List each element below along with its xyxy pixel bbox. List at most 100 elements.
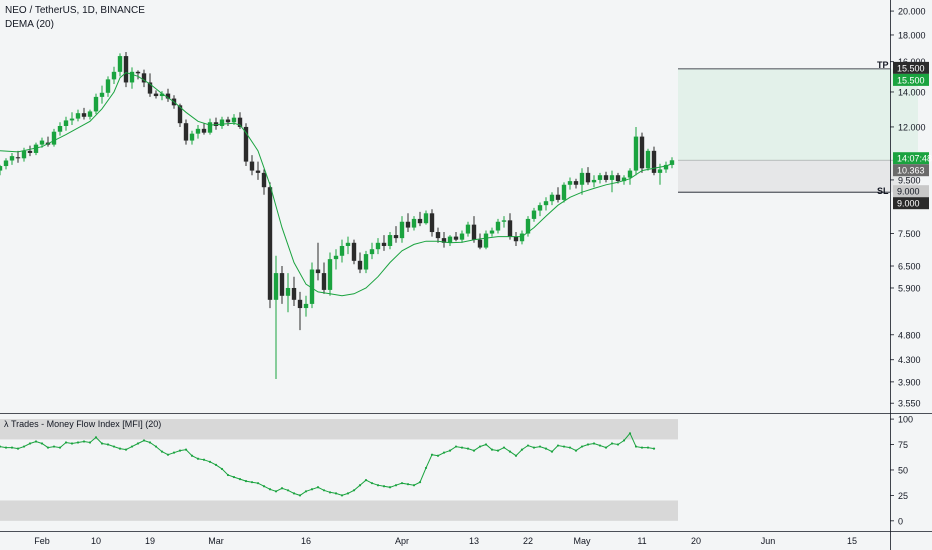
candle — [51, 128, 57, 147]
candle-body — [309, 269, 315, 304]
candle-body — [621, 177, 627, 182]
time-label: 15 — [847, 536, 857, 546]
sl-price-tag: 9.000 — [897, 199, 920, 209]
indicator-lines — [0, 72, 673, 497]
time-label: Jun — [761, 536, 776, 546]
candle — [147, 73, 153, 97]
candle-body — [291, 287, 297, 300]
candle-body — [21, 150, 27, 159]
mfi-point — [598, 444, 602, 447]
mfi-tick-label: 25 — [898, 491, 908, 501]
candle-body — [639, 136, 645, 169]
candle — [477, 233, 483, 250]
sl-price-tag-bg — [893, 197, 929, 210]
candle — [267, 182, 273, 309]
candle — [405, 213, 411, 233]
candle — [525, 216, 531, 237]
candle-body — [0, 166, 3, 171]
mfi-point — [574, 449, 578, 452]
mfi-point — [622, 439, 626, 442]
candle-body — [507, 220, 513, 237]
candle — [651, 146, 657, 176]
mfi-point — [406, 483, 410, 486]
mfi-point — [286, 489, 290, 492]
candle-body — [333, 255, 339, 260]
candle — [33, 142, 39, 156]
candle — [459, 230, 465, 243]
mfi-point — [244, 480, 248, 483]
mfi-point — [370, 482, 374, 485]
mfi-point — [166, 453, 170, 456]
mfi-point — [250, 481, 254, 484]
candle — [495, 218, 501, 234]
candle — [129, 67, 135, 89]
mfi-point — [52, 445, 56, 448]
mfi-point — [460, 446, 464, 449]
candle — [627, 168, 633, 185]
mfi-point — [316, 486, 320, 489]
candle-body — [231, 117, 237, 123]
candle-body — [297, 299, 303, 309]
candle-body — [267, 187, 273, 300]
candle — [273, 255, 279, 379]
price-tick-label: 3.900 — [898, 377, 921, 387]
candle-body — [519, 233, 525, 242]
candle — [123, 51, 129, 88]
mfi-point — [58, 446, 62, 449]
time-label: May — [573, 536, 591, 546]
mfi-point — [526, 444, 530, 447]
candle — [423, 210, 429, 225]
mfi-point — [46, 446, 50, 449]
candle — [141, 69, 147, 88]
candle — [615, 172, 621, 184]
candle-body — [189, 133, 195, 141]
candle-body — [27, 150, 33, 153]
mfi-line — [0, 432, 655, 496]
candle — [57, 122, 63, 136]
candle — [0, 164, 3, 176]
candle — [111, 66, 117, 85]
mfi-point — [430, 453, 434, 456]
candle — [507, 213, 513, 240]
mfi-point — [238, 478, 242, 481]
candle-body — [603, 175, 609, 180]
candle-body — [633, 136, 639, 171]
candle-body — [33, 144, 39, 153]
mfi-point — [106, 443, 110, 446]
mfi-point — [538, 445, 542, 448]
mfi-point — [190, 454, 194, 457]
mfi-point — [298, 494, 302, 497]
dema-line — [0, 72, 673, 297]
mfi-point — [256, 482, 260, 485]
candle — [39, 137, 45, 148]
candle — [297, 291, 303, 331]
mfi-tick-label: 75 — [898, 440, 908, 450]
mfi-point — [652, 447, 656, 450]
mfi-overbought-band — [0, 419, 678, 440]
mfi-point — [268, 488, 272, 491]
candle-body — [387, 235, 393, 246]
candle — [279, 266, 285, 304]
candle-body — [183, 123, 189, 141]
mfi-point — [616, 443, 620, 446]
mfi-point — [550, 450, 554, 453]
time-label: 11 — [637, 536, 646, 546]
candle — [135, 70, 141, 80]
tp-green-tag: 15.500 — [897, 75, 925, 85]
candle-body — [279, 273, 285, 296]
candle-body — [303, 303, 309, 309]
candle-body — [99, 92, 105, 97]
candle — [543, 197, 549, 211]
mfi-point — [160, 450, 164, 453]
candle — [639, 132, 645, 173]
candle-body — [141, 73, 147, 83]
candle-body — [525, 218, 531, 234]
mfi-point — [232, 475, 236, 479]
price-tags: 15.500 15.500 14:07:48 10.363 9.000 9.000 — [893, 61, 932, 210]
candle-body — [513, 236, 519, 242]
candle-body — [195, 128, 201, 134]
candle-body — [471, 224, 477, 240]
candle-body — [81, 113, 87, 117]
